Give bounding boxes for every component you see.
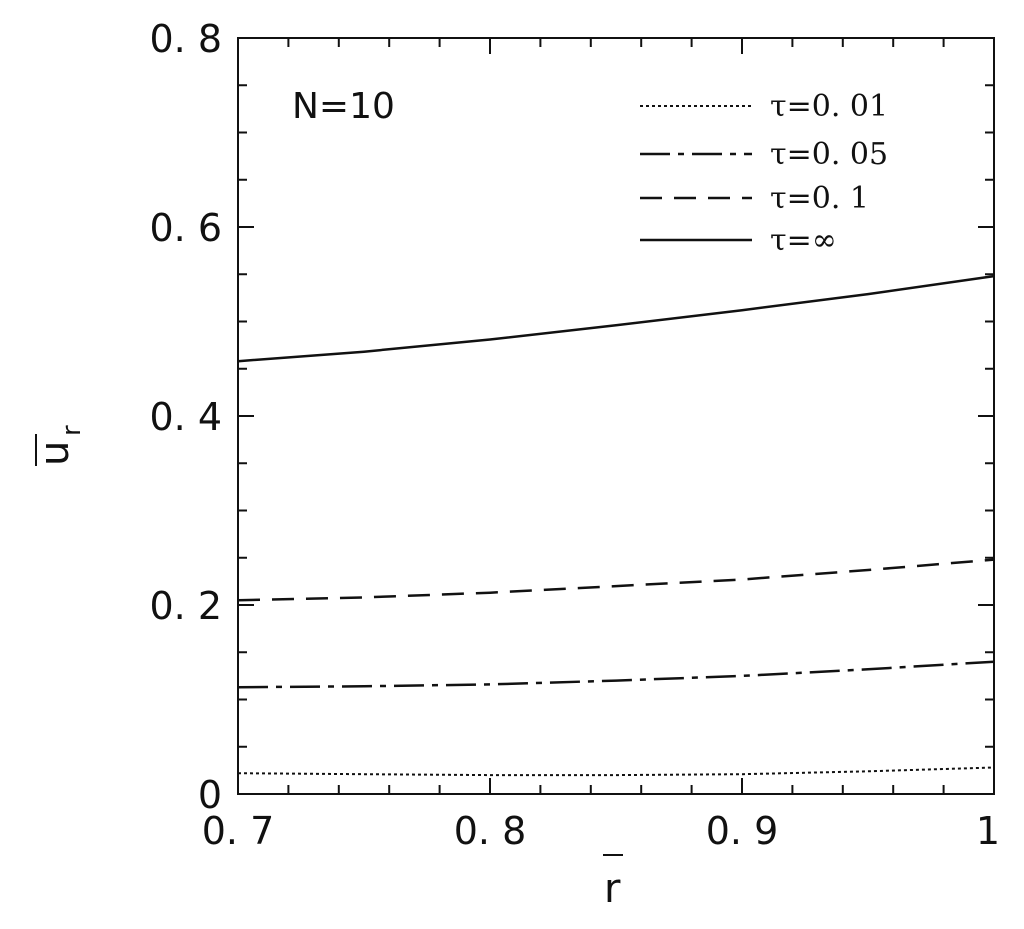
series-line-3: [237, 274, 995, 363]
y-axis-label: u: [32, 441, 78, 466]
x-axis-ticks: [237, 38, 995, 794]
legend-label-2: τ=0. 1: [770, 181, 869, 216]
series-line-0: [237, 766, 995, 777]
y-axis-label-group: u r: [32, 425, 87, 466]
y-tick-label: 0. 8: [149, 17, 222, 61]
legend-label-1: τ=0. 05: [770, 137, 888, 172]
legend: τ=0. 01 τ=0. 05 τ=0. 1 τ=∞: [640, 89, 888, 258]
x-axis-label: r: [604, 866, 621, 912]
legend-label-3: τ=∞: [770, 223, 837, 258]
y-axis-ticks: [238, 37, 994, 795]
series-layer: [237, 274, 995, 777]
x-tick-label: 1: [976, 809, 1000, 853]
x-tick-labels: 0. 7 0. 8 0. 9 1: [202, 809, 1000, 853]
y-tick-label: 0. 6: [149, 206, 222, 250]
x-tick-label: 0. 7: [202, 809, 275, 853]
x-tick-label: 0. 9: [706, 809, 779, 853]
series-line-1: [237, 660, 995, 689]
legend-label-0: τ=0. 01: [770, 89, 888, 124]
x-tick-label: 0. 8: [454, 809, 527, 853]
y-tick-label: 0. 2: [149, 584, 222, 628]
series-line-2: [237, 558, 995, 602]
y-axis-label-subscript: r: [57, 425, 87, 436]
annotation-text: N=10: [292, 86, 395, 127]
y-tick-labels: 0 0. 2 0. 4 0. 6 0. 8: [149, 17, 222, 817]
x-axis-label-group: r: [603, 854, 623, 912]
y-tick-label: 0: [198, 773, 222, 817]
y-tick-label: 0. 4: [149, 395, 222, 439]
